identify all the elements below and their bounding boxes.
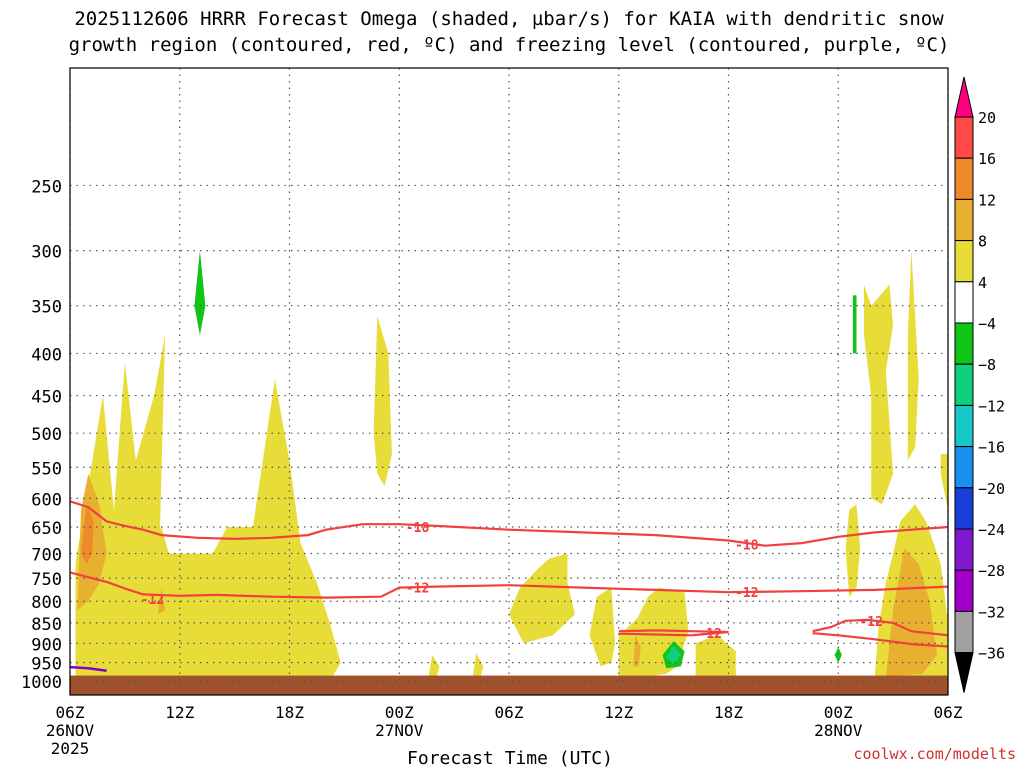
colorbar-swatch-1 <box>954 116 974 159</box>
y-tick-label-750: 750 <box>31 570 62 590</box>
colorbar-tick-8: −16 <box>978 439 1005 457</box>
colorbar-tick-7: −12 <box>978 397 1005 415</box>
colorbar-swatch-10 <box>954 487 974 530</box>
omega-region-1 <box>139 379 341 681</box>
y-tick-label-250: 250 <box>31 177 62 197</box>
x-tick-label-4: 06Z <box>495 703 524 722</box>
omega-region-7 <box>194 635 217 681</box>
x-tick-label-5: 12Z <box>604 703 633 722</box>
omega-region-20 <box>81 504 94 564</box>
colorbar-swatch-11 <box>954 528 974 571</box>
colorbar-swatch-5 <box>954 281 974 324</box>
colorbar-swatch-12 <box>954 569 974 612</box>
x-tick-date-0: 26NOV <box>46 721 95 740</box>
omega-region-2 <box>373 315 392 487</box>
colorbar-tick-3: 8 <box>978 233 987 251</box>
x-tick-year-0: 2025 <box>51 739 90 758</box>
colorbar-tick-13: −36 <box>978 645 1005 663</box>
y-tick-label-900: 900 <box>31 635 62 655</box>
colorbar-tick-10: −24 <box>978 521 1005 539</box>
plot-area: -18 -18 -12 -12 -12 -12 -12 <box>69 67 949 696</box>
omega-region-25 <box>666 645 681 665</box>
colorbar-bottom-arrow <box>954 652 974 693</box>
colorbar-tick-1: 16 <box>978 150 996 168</box>
x-tick-label-3: 00Z <box>385 703 414 722</box>
contour-label-2: -12 <box>141 593 164 608</box>
colorbar-tick-12: −32 <box>978 603 1005 621</box>
colorbar-top-arrow <box>954 76 974 118</box>
y-tick-label-800: 800 <box>31 593 62 613</box>
chart-title-line2: growth region (contoured, red, ºC) and f… <box>69 34 950 56</box>
omega-region-15 <box>940 454 948 511</box>
colorbar-swatch-13 <box>954 610 974 654</box>
contour-label-4: -12 <box>735 586 758 601</box>
omega-region-22 <box>852 295 857 354</box>
x-tick-date-7: 28NOV <box>814 721 863 740</box>
y-tick-label-500: 500 <box>31 425 62 445</box>
x-tick-label-8: 06Z <box>934 703 963 722</box>
contour-label-1: -18 <box>735 539 759 554</box>
omega-region-12 <box>907 250 919 461</box>
x-axis-label: Forecast Time (UTC) <box>407 748 613 768</box>
y-tick-label-400: 400 <box>31 345 62 365</box>
x-tick-label-1: 12Z <box>165 703 194 722</box>
colorbar-tick-0: 20 <box>978 109 996 127</box>
omega-region-4 <box>589 587 616 667</box>
colorbar-swatch-9 <box>954 446 974 489</box>
y-tick-label-350: 350 <box>31 298 62 318</box>
omega-region-3 <box>509 553 575 644</box>
colorbar-tick-6: −8 <box>978 356 996 374</box>
chart-title-line1: 2025112606 HRRR Forecast Omega (shaded, … <box>74 8 944 30</box>
dendritic-contour-7 <box>812 632 949 648</box>
y-tick-label-300: 300 <box>31 243 62 263</box>
colorbar-tick-2: 12 <box>978 191 996 209</box>
colorbar-tick-9: −20 <box>978 480 1005 498</box>
x-tick-label-2: 18Z <box>275 703 304 722</box>
colorbar-swatch-7 <box>954 363 974 406</box>
contour-label-5: -12 <box>859 615 882 630</box>
dendritic-contour-0 <box>69 500 949 547</box>
colorbar-swatch-2 <box>954 157 974 200</box>
colorbar-swatch-8 <box>954 404 974 448</box>
colorbar-swatch-3 <box>954 198 974 242</box>
omega-region-11 <box>863 284 894 505</box>
x-tick-label-0: 06Z <box>56 703 85 722</box>
y-tick-label-700: 700 <box>31 545 62 565</box>
colorbar-swatch-4 <box>954 240 974 283</box>
colorbar-tick-5: −4 <box>978 315 996 333</box>
omega-region-23 <box>834 647 842 663</box>
y-axis: 2503003504004505005506006507007508008509… <box>21 177 62 693</box>
plot-frame <box>69 67 949 696</box>
dendritic-contour-5 <box>812 618 949 637</box>
contour-label-6: -12 <box>698 627 721 642</box>
contour-label-0: -18 <box>406 521 430 536</box>
omega-region-21 <box>194 250 206 336</box>
y-tick-label-600: 600 <box>31 490 62 510</box>
omega-region-8 <box>282 627 305 678</box>
contour-label-3: -12 <box>406 582 429 597</box>
dendritic-contour-2 <box>69 571 949 599</box>
omega-region-10 <box>472 653 484 680</box>
x-tick-label-6: 18Z <box>714 703 743 722</box>
y-tick-label-450: 450 <box>31 388 62 408</box>
x-tick-label-7: 00Z <box>824 703 853 722</box>
omega-region-18 <box>633 635 641 667</box>
colorbar-tick-4: 4 <box>978 274 987 292</box>
x-tick-date-3: 27NOV <box>375 721 424 740</box>
colorbar: 20 16 12 8 4 −4 −8 −12 −16 −20 −24 −28 −32 −36 <box>954 76 1005 693</box>
colorbar-tick-11: −28 <box>978 562 1005 580</box>
y-tick-label-950: 950 <box>31 655 62 675</box>
y-tick-label-650: 650 <box>31 519 62 539</box>
y-tick-label-1000: 1000 <box>21 673 62 693</box>
colorbar-swatch-6 <box>954 322 974 365</box>
omega-region-9 <box>428 655 440 680</box>
freezing-level-contour-0 <box>69 665 107 673</box>
credit-text: coolwx.com/modelts <box>853 745 1016 763</box>
y-tick-label-550: 550 <box>31 459 62 479</box>
y-tick-label-850: 850 <box>31 615 62 635</box>
dendritic-contour-6 <box>618 629 729 637</box>
omega-region-6 <box>695 635 736 681</box>
